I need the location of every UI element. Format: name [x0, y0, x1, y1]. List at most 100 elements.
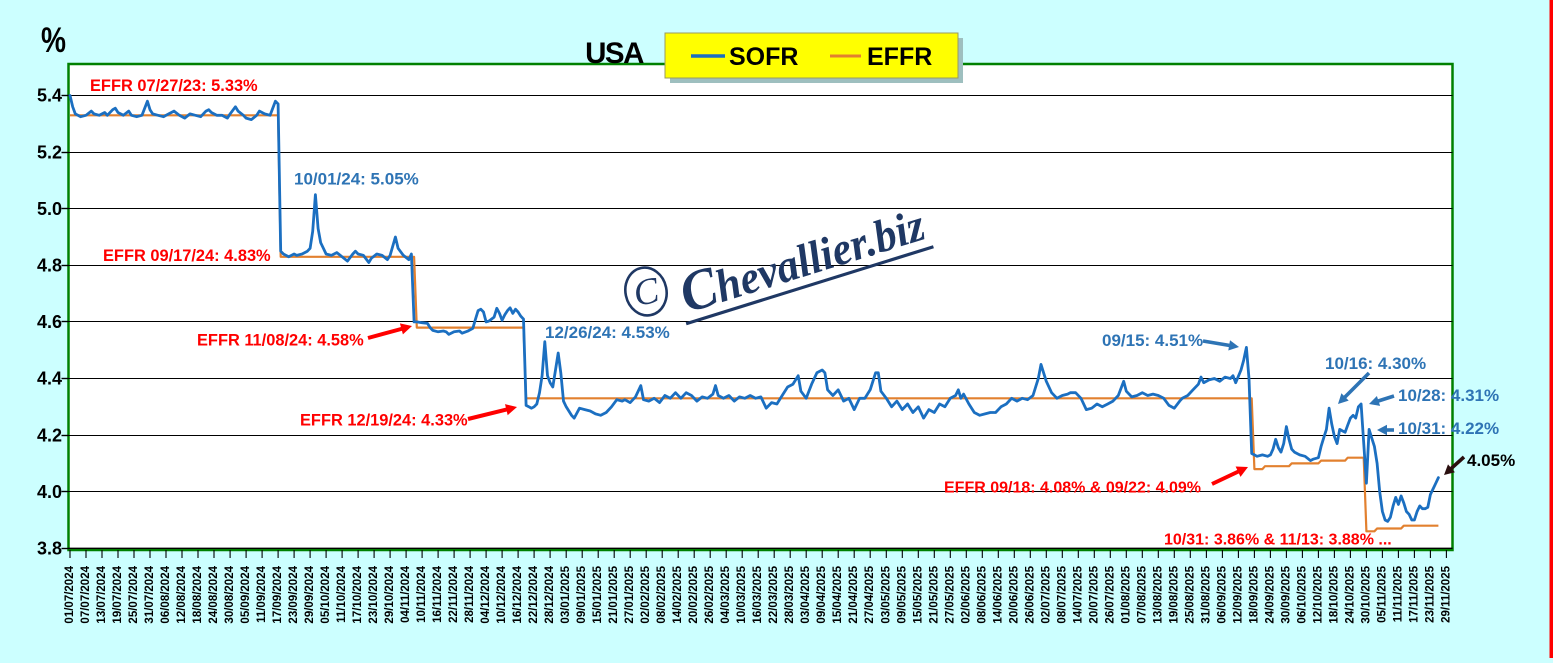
svg-text:30/08/2024: 30/08/2024 — [224, 565, 236, 623]
svg-text:14/07/2025: 14/07/2025 — [1072, 565, 1084, 623]
svg-text:5.0: 5.0 — [37, 199, 62, 219]
svg-text:24/09/2025: 24/09/2025 — [1264, 565, 1276, 623]
svg-text:17/09/2024: 17/09/2024 — [272, 565, 284, 623]
svg-text:11/09/2024: 11/09/2024 — [256, 565, 268, 623]
svg-text:26/07/2025: 26/07/2025 — [1104, 565, 1116, 623]
svg-text:SOFR: SOFR — [729, 43, 798, 71]
svg-text:17/10/2024: 17/10/2024 — [352, 565, 364, 623]
svg-text:05/09/2024: 05/09/2024 — [240, 565, 252, 623]
svg-text:02/07/2025: 02/07/2025 — [1040, 565, 1052, 623]
svg-text:08/02/2025: 08/02/2025 — [656, 565, 668, 623]
svg-text:4.0: 4.0 — [37, 482, 62, 502]
svg-text:4.2: 4.2 — [37, 425, 62, 445]
svg-text:19/07/2024: 19/07/2024 — [112, 565, 124, 623]
svg-text:22/12/2024: 22/12/2024 — [528, 565, 540, 623]
svg-text:22/11/2024: 22/11/2024 — [448, 565, 460, 623]
svg-text:28/11/2024: 28/11/2024 — [464, 565, 476, 623]
svg-text:09/15: 4.51%: 09/15: 4.51% — [1102, 331, 1203, 350]
svg-text:20/02/2025: 20/02/2025 — [688, 565, 700, 623]
svg-text:12/08/2024: 12/08/2024 — [176, 565, 188, 623]
svg-text:09/01/2025: 09/01/2025 — [576, 565, 588, 623]
svg-text:10/28: 4.31%: 10/28: 4.31% — [1398, 386, 1499, 405]
svg-text:06/09/2025: 06/09/2025 — [1216, 565, 1228, 623]
svg-text:22/03/2025: 22/03/2025 — [768, 565, 780, 623]
svg-text:18/09/2025: 18/09/2025 — [1248, 565, 1260, 623]
svg-text:08/07/2025: 08/07/2025 — [1056, 565, 1068, 623]
svg-text:12/10/2025: 12/10/2025 — [1312, 565, 1324, 623]
svg-text:30/09/2025: 30/09/2025 — [1280, 565, 1292, 623]
svg-text:05/11/2025: 05/11/2025 — [1376, 565, 1388, 623]
svg-text:24/08/2024: 24/08/2024 — [208, 565, 220, 623]
svg-text:01/07/2024: 01/07/2024 — [64, 565, 76, 623]
svg-text:4.8: 4.8 — [37, 256, 62, 276]
svg-text:12/09/2025: 12/09/2025 — [1232, 565, 1244, 623]
svg-text:26/02/2025: 26/02/2025 — [704, 565, 716, 623]
svg-text:30/10/2025: 30/10/2025 — [1360, 565, 1372, 623]
svg-text:25/07/2024: 25/07/2024 — [128, 565, 140, 623]
svg-text:10/01/24: 5.05%: 10/01/24: 5.05% — [294, 170, 419, 189]
svg-text:09/04/2025: 09/04/2025 — [816, 565, 828, 623]
svg-text:13/08/2025: 13/08/2025 — [1152, 565, 1164, 623]
svg-text:15/05/2025: 15/05/2025 — [912, 565, 924, 623]
svg-text:10/12/2024: 10/12/2024 — [496, 565, 508, 623]
svg-text:23/11/2025: 23/11/2025 — [1424, 565, 1436, 623]
svg-text:21/05/2025: 21/05/2025 — [928, 565, 940, 623]
svg-text:25/08/2025: 25/08/2025 — [1184, 565, 1196, 623]
svg-text:24/10/2025: 24/10/2025 — [1344, 565, 1356, 623]
svg-text:10/16: 4.30%: 10/16: 4.30% — [1325, 354, 1426, 373]
svg-text:17/11/2025: 17/11/2025 — [1408, 565, 1420, 623]
svg-text:EFFR 11/08/24: 4.58%: EFFR 11/08/24: 4.58% — [197, 332, 364, 350]
svg-text:07/07/2024: 07/07/2024 — [80, 565, 92, 623]
svg-text:01/08/2025: 01/08/2025 — [1120, 565, 1132, 623]
svg-text:14/02/2025: 14/02/2025 — [672, 565, 684, 623]
svg-text:09/05/2025: 09/05/2025 — [896, 565, 908, 623]
svg-text:EFFR 12/19/24: 4.33%: EFFR 12/19/24: 4.33% — [300, 412, 468, 430]
svg-text:23/09/2024: 23/09/2024 — [288, 565, 300, 623]
svg-text:07/08/2025: 07/08/2025 — [1136, 565, 1148, 623]
svg-text:02/02/2025: 02/02/2025 — [640, 565, 652, 623]
svg-text:11/10/2024: 11/10/2024 — [336, 565, 348, 623]
svg-text:11/11/2025: 11/11/2025 — [1392, 565, 1404, 622]
svg-text:16/12/2024: 16/12/2024 — [512, 565, 524, 623]
svg-text:02/06/2025: 02/06/2025 — [960, 565, 972, 623]
svg-text:03/01/2025: 03/01/2025 — [560, 565, 572, 623]
svg-text:06/08/2024: 06/08/2024 — [160, 565, 172, 623]
svg-text:29/10/2024: 29/10/2024 — [384, 565, 396, 623]
svg-text:EFFR 09/18: 4.08% & 09/22: 4.0: EFFR 09/18: 4.08% & 09/22: 4.09% — [944, 480, 1201, 497]
svg-text:EFFR 09/17/24: 4.83%: EFFR 09/17/24: 4.83% — [103, 247, 271, 265]
svg-text:23/10/2024: 23/10/2024 — [368, 565, 380, 623]
svg-text:06/10/2025: 06/10/2025 — [1296, 565, 1308, 623]
svg-text:5.2: 5.2 — [37, 142, 62, 162]
svg-text:15/04/2025: 15/04/2025 — [832, 565, 844, 623]
svg-text:27/04/2025: 27/04/2025 — [864, 565, 876, 623]
svg-text:20/07/2025: 20/07/2025 — [1088, 565, 1100, 623]
svg-text:EFFR 07/27/23: 5.33%: EFFR 07/27/23: 5.33% — [90, 77, 258, 95]
svg-text:20/06/2025: 20/06/2025 — [1008, 565, 1020, 623]
svg-text:08/06/2025: 08/06/2025 — [976, 565, 988, 623]
svg-text:10/11/2024: 10/11/2024 — [416, 565, 428, 623]
svg-text:%: % — [41, 21, 66, 60]
svg-text:26/06/2025: 26/06/2025 — [1024, 565, 1036, 623]
svg-text:29/11/2025: 29/11/2025 — [1440, 565, 1452, 623]
svg-text:27/05/2025: 27/05/2025 — [944, 565, 956, 623]
svg-text:13/07/2024: 13/07/2024 — [96, 565, 108, 623]
svg-text:29/09/2024: 29/09/2024 — [304, 565, 316, 623]
svg-text:04/11/2024: 04/11/2024 — [400, 565, 412, 623]
svg-text:03/04/2025: 03/04/2025 — [800, 565, 812, 623]
svg-text:31/07/2024: 31/07/2024 — [144, 565, 156, 623]
svg-text:18/10/2025: 18/10/2025 — [1328, 565, 1340, 623]
svg-text:04/12/2024: 04/12/2024 — [480, 565, 492, 623]
svg-text:28/03/2025: 28/03/2025 — [784, 565, 796, 623]
svg-text:21/04/2025: 21/04/2025 — [848, 565, 860, 623]
svg-text:4.05%: 4.05% — [1467, 451, 1515, 470]
svg-text:05/10/2024: 05/10/2024 — [320, 565, 332, 623]
svg-text:10/31: 3.86% & 11/13: 3.88% ..: 10/31: 3.86% & 11/13: 3.88% ... — [1164, 532, 1392, 549]
svg-text:31/08/2025: 31/08/2025 — [1200, 565, 1212, 623]
svg-text:3.8: 3.8 — [37, 539, 62, 559]
svg-text:USA: USA — [585, 37, 644, 70]
svg-text:4.6: 4.6 — [37, 312, 62, 332]
svg-text:16/03/2025: 16/03/2025 — [752, 565, 764, 623]
svg-text:14/06/2025: 14/06/2025 — [992, 565, 1004, 623]
svg-text:21/01/2025: 21/01/2025 — [608, 565, 620, 623]
svg-text:5.4: 5.4 — [37, 86, 62, 106]
